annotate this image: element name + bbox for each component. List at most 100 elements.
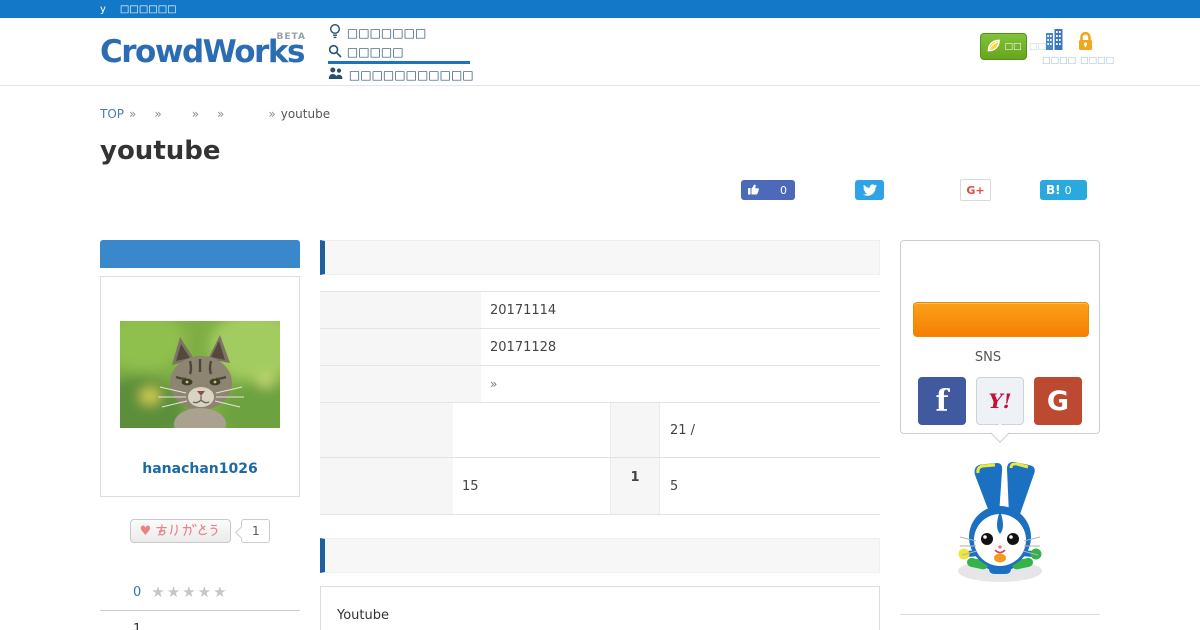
header-mid-text: □□ <box>1029 42 1047 52</box>
topbar-menu-link[interactable]: □□□□□□ <box>119 3 177 15</box>
header-right: □□ □□ <box>980 18 1114 86</box>
yahoo-login-button[interactable]: Y! <box>976 377 1024 425</box>
job-main: 20171114 20171128 » 21 / <box>320 240 880 630</box>
row-label <box>320 329 481 365</box>
signup-button[interactable]: □□ <box>980 33 1027 60</box>
row-label <box>320 458 453 514</box>
breadcrumb-current: youtube <box>280 107 331 121</box>
crowdworks-mascot-illustration <box>935 455 1065 589</box>
nav-label: □□□□□□□ <box>346 25 427 40</box>
share-row: 0 G+ B! 0 <box>100 179 1100 201</box>
sidebar-bottom-count: 1 <box>133 622 142 630</box>
beta-badge: BETA <box>276 32 306 42</box>
gplus-share-button[interactable]: G+ <box>960 179 991 201</box>
twitter-share-button[interactable] <box>855 180 884 200</box>
building-icon[interactable] <box>1045 28 1063 55</box>
thanks-count-badge: 1 <box>241 519 271 543</box>
main-nav: □□□□□□□ □□□□□ □□□□□□□□□□□ <box>327 22 474 86</box>
nav-label: □□□□□ <box>346 45 404 59</box>
topbar: y □□□□□□ <box>0 0 1200 18</box>
breadcrumb-home-link[interactable]: TOP <box>100 107 125 121</box>
facebook-icon: f <box>935 383 949 419</box>
table-row: 20171128 <box>320 329 880 366</box>
nav-item-find-workers[interactable]: □□□□□□□□□□□ <box>328 64 474 85</box>
table-row: 20171114 <box>320 292 880 329</box>
facebook-like-button[interactable]: 0 <box>741 180 795 200</box>
row-label <box>320 292 481 328</box>
breadcrumb: TOP » » » » » youtube <box>100 107 1100 121</box>
lock-icon[interactable] <box>1077 31 1094 56</box>
right-sidebar: SNS f Y! G <box>900 240 1100 630</box>
client-profile-card: hanachan1026 <box>100 276 300 497</box>
crowdworks-leaf-icon <box>985 37 1002 57</box>
days-left: 15 <box>462 478 479 494</box>
client-sidebar: hanachan1026 ♥ <box>100 240 300 630</box>
client-username-link[interactable]: hanachan1026 <box>142 461 258 477</box>
twitter-bird-icon <box>862 181 877 200</box>
job-detail-text: Youtube <box>337 608 389 623</box>
signup-label: □□ <box>1004 41 1022 52</box>
rating-row: 0 ★★★★★ <box>100 583 300 601</box>
hatena-count: 0 <box>1064 183 1072 197</box>
table-row: 15 1 5 <box>320 458 880 515</box>
breadcrumb-separator: » <box>191 107 200 121</box>
register-cta-button[interactable] <box>913 302 1089 337</box>
posted-date: 20171114 <box>490 302 557 318</box>
breadcrumb-separator: » <box>217 107 225 121</box>
row-label <box>320 403 453 457</box>
rating-value[interactable]: 0 <box>133 584 142 600</box>
thanks-row: ♥ 1 <box>100 519 300 543</box>
login-link[interactable]: □□□□ <box>1080 56 1115 66</box>
yahoo-icon: Y! <box>988 389 1012 413</box>
breadcrumb-separator: » <box>268 107 276 121</box>
crowdworks-logo[interactable]: CrowdWorks BETA <box>100 29 306 86</box>
nav-item-find-work[interactable]: □□□□□ <box>327 43 470 64</box>
people-icon <box>328 67 344 83</box>
lightbulb-icon <box>328 23 342 42</box>
signup-card: SNS f Y! G <box>900 240 1100 434</box>
heart-icon: ♥ <box>139 523 152 539</box>
hatena-icon: B! <box>1046 183 1061 197</box>
facebook-like-count: 0 <box>780 183 787 197</box>
right-divider <box>900 614 1100 615</box>
sidebar-divider <box>100 610 300 611</box>
remaining-count: 5 <box>670 478 679 494</box>
contract-count: 1 <box>630 470 640 485</box>
topbar-user-link[interactable]: y <box>100 3 106 15</box>
gplus-icon: G+ <box>966 183 985 197</box>
table-row: » <box>320 366 880 403</box>
google-login-button[interactable]: G <box>1034 377 1082 425</box>
page-title: youtube <box>100 136 221 166</box>
search-icon <box>328 44 342 61</box>
avatar[interactable] <box>120 321 280 428</box>
google-icon: G <box>1046 385 1070 417</box>
job-detail-box: Youtube <box>320 586 880 630</box>
table-row: 21 / <box>320 403 880 458</box>
nav-label: □□□□□□□□□□□ <box>348 67 474 82</box>
arigatou-text <box>155 522 221 541</box>
job-detail-header <box>320 538 880 573</box>
star-rating-icons: ★★★★★ <box>151 583 229 601</box>
header-links: □□□□ □□□□ <box>1042 56 1114 66</box>
client-link[interactable]: □□□□ <box>1042 56 1077 66</box>
job-overview-header <box>320 240 880 275</box>
mascot-wrap <box>900 455 1100 589</box>
more-link[interactable]: » <box>490 377 498 391</box>
breadcrumb-separator: » <box>129 107 137 121</box>
client-panel-header <box>100 240 300 268</box>
job-overview-table: 20171114 20171128 » 21 / <box>320 291 880 515</box>
applicants-count: 21 / <box>670 422 696 438</box>
sns-buttons: f Y! G <box>913 377 1087 425</box>
sub-label <box>610 403 660 457</box>
thanks-button[interactable]: ♥ <box>129 519 232 543</box>
row-label <box>320 366 481 402</box>
thumbs-up-icon <box>748 183 760 198</box>
deadline-date: 20171128 <box>490 339 557 355</box>
hatena-bookmark-button[interactable]: B! 0 <box>1040 180 1087 200</box>
breadcrumb-separator: » <box>154 107 162 121</box>
facebook-login-button[interactable]: f <box>918 377 966 425</box>
sns-login-label: SNS <box>974 350 1002 365</box>
logo-text: CrowdWorks <box>100 34 305 70</box>
site-header: CrowdWorks BETA □□□□□□□ □□□□□ <box>0 18 1200 86</box>
nav-item-request-work[interactable]: □□□□□□□ <box>328 22 474 43</box>
